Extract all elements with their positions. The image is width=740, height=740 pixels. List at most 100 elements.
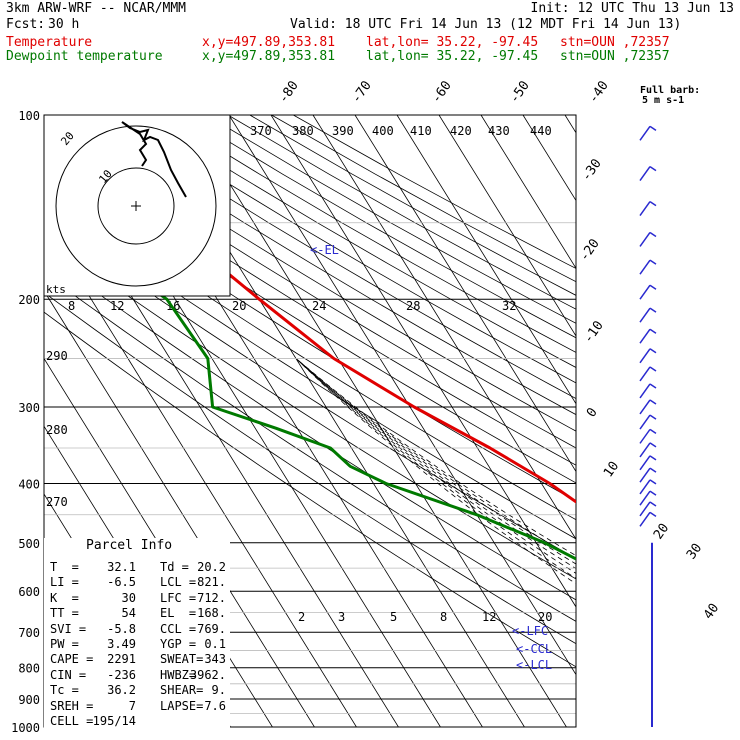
pressure-tick-label: 800 (18, 662, 40, 676)
temperature-legend-station: stn=OUN ,72357 (560, 35, 670, 50)
parcel-info-cell: 36.2 (107, 683, 136, 698)
dry-adiabat-line (227, 115, 576, 310)
theta-label: 280 (46, 423, 68, 437)
parcel-info-cell: 821. (197, 575, 226, 590)
parcel-info-cell: HWBZ= (160, 667, 197, 682)
parcel-info-cell: 3962. (189, 667, 226, 682)
pressure-tick-label: 200 (18, 293, 40, 307)
parcel-info-cell: CAPE = (50, 652, 94, 667)
pressure-tick-label: 600 (18, 585, 40, 599)
parcel-info-cell: 7.6 (204, 698, 226, 713)
isotherm-tick-label: -40 (586, 78, 612, 106)
isotherm-line (270, 115, 576, 608)
wind-barb (639, 165, 657, 182)
hodograph: 20 10 kts (43, 114, 231, 297)
parcel-info-cell: 195/14 (92, 714, 136, 728)
theta-e-label: 390 (332, 124, 354, 138)
isotherm-line (44, 290, 315, 727)
temperature-legend-latlon: lat,lon= 35.22, -97.45 (366, 35, 539, 50)
hodograph-trace (121, 121, 187, 198)
isotherm-tick-label: 10 (601, 459, 622, 480)
hodograph-kts-label: kts (46, 283, 66, 296)
dewpoint-legend-latlon: lat,lon= 35.22, -97.45 (366, 49, 539, 64)
level-annotation-lfc: <-LFC (512, 624, 548, 638)
isotherm-tick-label: -80 (276, 78, 302, 106)
pressure-tick-label: 400 (18, 477, 40, 491)
isotherm-tick-label: -70 (349, 78, 375, 106)
wind-barb (639, 414, 657, 430)
parcel-info-cell: 2291 (107, 652, 136, 667)
dewpoint-legend-station: stn=OUN ,72357 (560, 49, 670, 64)
level-annotation-ccl: <-CCL (516, 642, 552, 656)
pressure-tick-label: 1000 (11, 721, 40, 735)
forecast-hour: 30 h (48, 17, 80, 32)
parcel-info-cell: CELL = (50, 714, 94, 728)
parcel-info-cell: T = (50, 560, 79, 574)
theta-e-label: 370 (250, 124, 272, 138)
mixing-ratio-label: 24 (312, 299, 326, 313)
isotherm-line (607, 115, 740, 727)
temperature-legend-coords: x,y=497.89,353.81 (202, 35, 336, 50)
parcel-info-cell: Tc = (50, 683, 79, 698)
wind-barb (639, 501, 657, 517)
wind-barb (639, 328, 657, 344)
theta-e-label: 380 (292, 124, 314, 138)
wind-barb (639, 383, 657, 399)
parcel-info-cell: 343 (204, 652, 226, 667)
isotherm-line (354, 115, 576, 473)
pressure-tick-label: 500 (18, 537, 40, 551)
mixing-ratio-label: 12 (482, 610, 496, 624)
wind-barb (639, 200, 657, 217)
wind-barb (639, 467, 657, 483)
parcel-info-cell: 32.1 (107, 560, 136, 574)
isotherm-tick-label: 30 (684, 541, 705, 562)
parcel-info-cell: CCL = (160, 621, 197, 636)
parcel-info-cell: 3.49 (107, 637, 136, 651)
parcel-info-cell: 30 (121, 590, 136, 605)
pressure-tick-label: 900 (18, 693, 40, 707)
mixing-ratio-label: 5 (390, 610, 397, 624)
theta-e-label: 420 (450, 124, 472, 138)
wind-barb (639, 428, 657, 444)
mixing-ratio-label: 12 (110, 299, 124, 313)
wind-barb (639, 511, 657, 527)
parcel-info-cell: EL = (160, 606, 197, 621)
parcel-info-cell: 168. (197, 606, 226, 621)
wind-barb (639, 479, 657, 495)
moist-adiabat-line (295, 358, 576, 585)
mixing-ratio-label: 2 (298, 610, 305, 624)
wind-barb (639, 259, 657, 275)
parcel-info-cell: PW = (50, 637, 79, 651)
wind-barb (639, 490, 657, 506)
mixing-ratio-label: 8 (68, 299, 75, 313)
moist-adiabat-line (295, 358, 576, 557)
dewpoint-legend-name: Dewpoint temperature (6, 49, 163, 64)
theta-e-label: 430 (488, 124, 510, 138)
mixing-ratio-label: 20 (538, 610, 552, 624)
theta-label: 290 (46, 349, 68, 363)
level-annotation-el: <-EL (310, 243, 339, 257)
isotherm-tick-label: -50 (507, 78, 533, 106)
wind-barb (639, 455, 657, 471)
temperature-legend-name: Temperature (6, 35, 93, 50)
wind-barb (639, 399, 657, 415)
pressure-tick-label: 300 (18, 401, 40, 415)
pressure-tick-label: 700 (18, 626, 40, 640)
barb-legend-line1: Full barb: (640, 85, 700, 96)
isotherm-tick-label: -20 (577, 236, 603, 264)
parcel-info-cell: Td = (160, 560, 189, 574)
mixing-ratio-label: 8 (440, 610, 447, 624)
parcel-info-cell: TT = (50, 606, 79, 621)
wind-barb (639, 284, 657, 300)
isotherm-line (312, 115, 576, 540)
moist-adiabat-line (295, 358, 576, 574)
isotherm-line (44, 222, 357, 727)
isotherm-line (438, 115, 576, 337)
moist-adiabat-line (295, 358, 576, 570)
wind-barb (639, 442, 657, 458)
parcel-info-cell: 712. (197, 590, 226, 605)
parcel-info-cell: YGP = (160, 637, 197, 651)
parcel-info-cell: -6.5 (107, 575, 136, 590)
wind-barb (639, 348, 657, 364)
